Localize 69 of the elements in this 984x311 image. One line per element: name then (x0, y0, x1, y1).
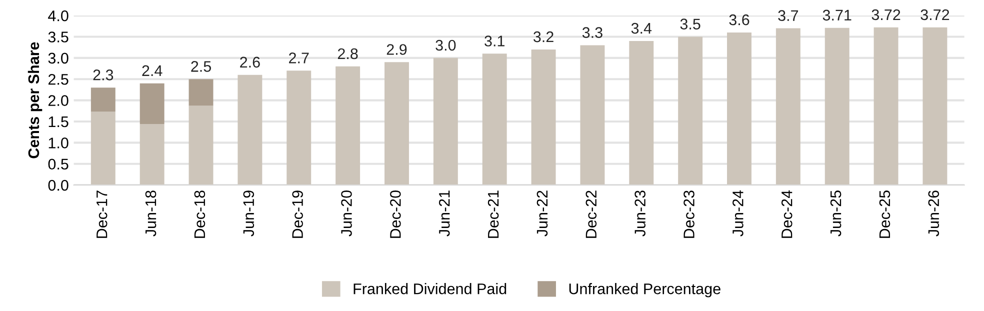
x-tick-label: Dec-24 (781, 190, 792, 238)
bar (336, 66, 360, 186)
x-tick-label: Dec-20 (390, 190, 401, 238)
bar (188, 106, 214, 186)
y-tick-label: 2.0 (48, 95, 68, 106)
legend-label: Unfranked Percentage (569, 283, 720, 298)
x-tick-label: Dec-22 (586, 190, 597, 238)
x-tick-label: Jun-25 (830, 190, 842, 236)
x-tick-label: Jun-20 (341, 190, 352, 236)
total-label: 3.3 (582, 27, 602, 38)
bar (140, 124, 164, 186)
bar (238, 74, 262, 186)
y-tick-label: 2.5 (48, 74, 68, 85)
bar (140, 83, 164, 124)
bar (922, 27, 948, 186)
y-tick-label: 4.0 (48, 10, 68, 22)
bar (188, 79, 214, 106)
bar (90, 112, 116, 186)
x-tick-label: Jun-26 (928, 190, 940, 236)
bar (433, 58, 458, 186)
bar (482, 54, 507, 186)
x-tick-label: Jun-23 (634, 190, 646, 236)
x-tick-label: Jun-22 (536, 190, 548, 236)
bar (286, 70, 312, 186)
bar (629, 40, 654, 186)
bar (874, 27, 898, 186)
x-tick-label: Jun-21 (438, 190, 450, 236)
total-label: 3.1 (484, 36, 504, 46)
x-tick-label: Dec-23 (684, 190, 694, 238)
total-label: 2.8 (338, 48, 358, 60)
total-label: 3.72 (872, 9, 900, 20)
y-tick-label: 3.0 (48, 52, 68, 64)
total-label: 3.71 (822, 10, 852, 21)
bar (531, 49, 556, 186)
total-label: 3.2 (533, 31, 554, 42)
total-label: 3.5 (680, 18, 700, 30)
bar (384, 62, 409, 186)
total-label: 2.5 (191, 61, 211, 72)
total-label: 3.7 (778, 10, 798, 22)
total-label: 3.72 (920, 9, 950, 20)
total-label: 2.7 (289, 52, 309, 64)
x-tick-label: Dec-21 (488, 190, 499, 238)
bar (824, 28, 850, 186)
bar (678, 36, 703, 186)
bar (727, 32, 752, 186)
x-tick-label: Dec-25 (879, 190, 890, 238)
total-label: 2.6 (240, 56, 260, 68)
y-tick-label: 1.5 (48, 116, 68, 128)
x-tick-label: Dec-17 (96, 190, 108, 238)
bar (580, 45, 605, 186)
bar (776, 28, 800, 186)
total-label: 3.0 (436, 40, 456, 51)
total-label: 2.3 (93, 70, 114, 80)
x-tick-label: Jun-19 (243, 190, 254, 236)
y-tick-label: 1.0 (48, 138, 68, 148)
total-label: 2.9 (386, 44, 407, 55)
y-tick-label: 0.5 (48, 158, 68, 170)
x-tick-label: Dec-18 (194, 190, 206, 238)
x-tick-label: Jun-24 (732, 190, 744, 236)
total-label: 2.4 (142, 65, 162, 76)
total-label: 3.4 (631, 22, 652, 34)
x-tick-label: Jun-18 (145, 190, 156, 236)
legend-label: Franked Dividend Paid (354, 283, 506, 294)
bar (90, 88, 116, 112)
total-label: 3.6 (729, 14, 750, 26)
y-tick-label: 3.5 (48, 32, 68, 42)
x-tick-label: Dec-19 (292, 190, 303, 238)
y-tick-label: 0.0 (48, 180, 68, 191)
y-axis-title: Cents per Share (28, 42, 42, 158)
